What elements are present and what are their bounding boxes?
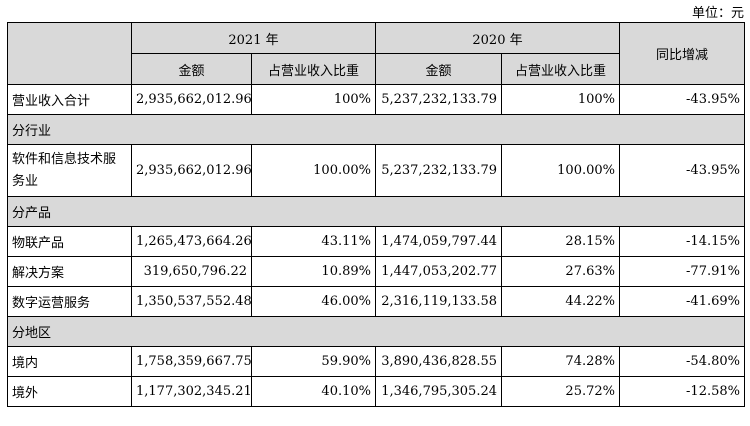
header-amount-2021: 金额 [131, 53, 252, 85]
amount-2020-cell: 5,237,232,133.79 [375, 144, 502, 197]
section-label: 分产品 [7, 196, 745, 227]
ratio-2020-cell: 100.00% [501, 144, 620, 197]
row-label: 解决方案 [7, 256, 132, 287]
table-row: 数字运营服务 1,350,537,552.48 46.00% 2,316,119,13… [7, 286, 745, 317]
section-label: 分地区 [7, 316, 745, 347]
amount-2020-cell: 2,316,119,133.58 [375, 286, 502, 317]
ratio-2021-cell: 100% [251, 84, 376, 115]
row-label: 营业收入合计 [7, 84, 132, 115]
amount-2020-cell: 1,447,053,202.77 [375, 256, 502, 287]
yoy-cell: -43.95% [619, 144, 745, 197]
amount-2021-cell: 1,758,359,667.75 [131, 346, 252, 377]
row-label: 数字运营服务 [7, 286, 132, 317]
header-ratio-2021: 占营业收入比重 [251, 53, 376, 85]
header-year-2020: 2020 年 [375, 22, 620, 54]
table-row: 物联产品 1,265,473,664.26 43.11% 1,474,059,797.… [7, 226, 745, 257]
header-yoy: 同比增减 [619, 22, 745, 85]
ratio-2021-cell: 59.90% [251, 346, 376, 377]
ratio-2021-cell: 43.11% [251, 226, 376, 257]
ratio-2021-cell: 46.00% [251, 286, 376, 317]
yoy-cell: -77.91% [619, 256, 745, 287]
header-year-2021: 2021 年 [131, 22, 376, 54]
header-amount-2020: 金额 [375, 53, 502, 85]
amount-2021-cell: 1,177,302,345.21 [131, 376, 252, 407]
yoy-cell: -41.69% [619, 286, 745, 317]
ratio-2020-cell: 28.15% [501, 226, 620, 257]
ratio-2020-cell: 25.72% [501, 376, 620, 407]
header-ratio-2020: 占营业收入比重 [501, 53, 620, 85]
amount-2020-cell: 1,474,059,797.44 [375, 226, 502, 257]
table-row: 软件和信息技术服务业 2,935,662,012.96 100.00% 5,237,2… [7, 144, 745, 197]
ratio-2021-cell: 40.10% [251, 376, 376, 407]
table-row: 解决方案 319,650,796.22 10.89% 1,447,053,202.77… [7, 256, 745, 287]
amount-2021-cell: 319,650,796.22 [131, 256, 252, 287]
ratio-2021-cell: 10.89% [251, 256, 376, 287]
row-label: 境内 [7, 346, 132, 377]
yoy-cell: -12.58% [619, 376, 745, 407]
revenue-table: 2021 年 2020 年 同比增减 金额 占营业收入比重 金额 占营业收入比重… [7, 22, 745, 407]
table-row: 营业收入合计 2,935,662,012.96 100% 5,237,232,133.… [7, 84, 745, 115]
unit-label: 单位：元 [691, 6, 744, 21]
row-label: 物联产品 [7, 226, 132, 257]
section-row: 分行业 [7, 114, 745, 145]
ratio-2020-cell: 27.63% [501, 256, 620, 287]
table-row: 境外 1,177,302,345.21 40.10% 1,346,795,305.24… [7, 376, 745, 407]
row-label: 软件和信息技术服务业 [7, 144, 132, 197]
amount-2020-cell: 5,237,232,133.79 [375, 84, 502, 115]
ratio-2021-cell: 100.00% [251, 144, 376, 197]
section-row: 分地区 [7, 316, 745, 347]
section-label: 分行业 [7, 114, 745, 145]
ratio-2020-cell: 100% [501, 84, 620, 115]
yoy-cell: -14.15% [619, 226, 745, 257]
section-row: 分产品 [7, 196, 745, 227]
amount-2021-cell: 1,265,473,664.26 [131, 226, 252, 257]
ratio-2020-cell: 44.22% [501, 286, 620, 317]
table-row: 境内 1,758,359,667.75 59.90% 3,890,436,828.55… [7, 346, 745, 377]
yoy-cell: -43.95% [619, 84, 745, 115]
row-label: 境外 [7, 376, 132, 407]
amount-2020-cell: 1,346,795,305.24 [375, 376, 502, 407]
amount-2020-cell: 3,890,436,828.55 [375, 346, 502, 377]
amount-2021-cell: 2,935,662,012.96 [131, 144, 252, 197]
amount-2021-cell: 1,350,537,552.48 [131, 286, 252, 317]
amount-2021-cell: 2,935,662,012.96 [131, 84, 252, 115]
header-blank [7, 22, 132, 85]
ratio-2020-cell: 74.28% [501, 346, 620, 377]
yoy-cell: -54.80% [619, 346, 745, 377]
